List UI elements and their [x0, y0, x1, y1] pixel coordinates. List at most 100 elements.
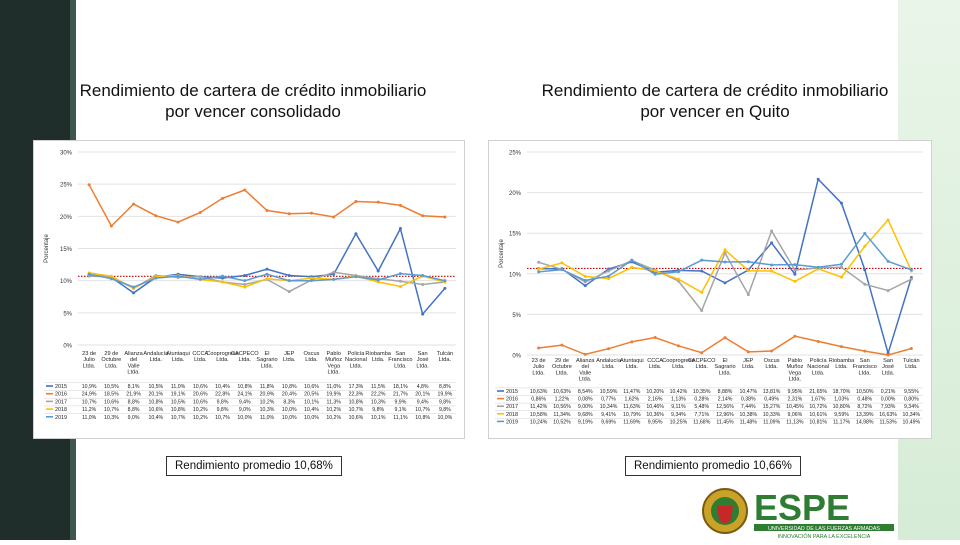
data-point-2016: [537, 346, 541, 350]
table-cell: 11,1%: [393, 415, 408, 421]
table-cell: 10,8%: [237, 384, 252, 390]
table-cell: 19,1%: [171, 392, 186, 398]
table-cell: 11,68%: [693, 419, 711, 425]
table-cell: 9,55%: [904, 389, 919, 395]
table-cell: 9,8%: [217, 407, 229, 413]
table-cell: 10,45%: [786, 404, 804, 410]
x-category-label: San José Ltda.: [882, 358, 895, 376]
table-cell: 11,48%: [740, 419, 758, 425]
table-cell: 12,56%: [716, 404, 734, 410]
data-point-2016: [583, 352, 587, 356]
table-cell: 8,3%: [283, 399, 295, 405]
data-point-2017: [700, 309, 704, 313]
table-cell: 10,0%: [282, 407, 297, 413]
table-cell: 10,42%: [670, 389, 688, 395]
table-cell: 7,93%: [881, 404, 896, 410]
y-tick-label: 30%: [60, 151, 73, 157]
table-cell: 11,3%: [327, 399, 342, 405]
table-cell: 10,34%: [600, 404, 618, 410]
table-cell: 10,5%: [171, 399, 186, 405]
x-category-label: Pablo Muñoz Vega Ltda.: [325, 351, 342, 376]
legend-label-2017: 2017: [55, 399, 67, 405]
table-cell: 10,8%: [415, 415, 430, 421]
table-cell: 9,9%: [394, 399, 406, 405]
data-point-2018: [398, 284, 402, 288]
table-cell: 18,70%: [833, 389, 851, 395]
data-point-2019: [87, 272, 91, 276]
data-point-2017: [332, 270, 336, 274]
data-point-2019: [376, 278, 380, 282]
data-point-2019: [287, 279, 291, 283]
y-tick-label: 25%: [60, 183, 73, 189]
table-cell: 0,38%: [741, 397, 756, 403]
table-cell: 10,2%: [326, 415, 341, 421]
table-cell: 8,1%: [128, 384, 140, 390]
x-category-label: CCCA Ltda.: [192, 351, 208, 363]
table-cell: 11,0%: [171, 384, 186, 390]
table-cell: 7,44%: [741, 404, 756, 410]
data-point-2019: [816, 265, 820, 269]
data-point-2015: [700, 269, 704, 273]
x-category-label: 29 de Octubre Ltda.: [101, 351, 121, 369]
data-point-2016: [109, 224, 113, 228]
data-point-2017: [909, 277, 913, 281]
data-point-2019: [839, 262, 843, 266]
data-point-2016: [87, 183, 91, 187]
data-point-2015: [839, 201, 843, 205]
data-point-2018: [770, 269, 774, 273]
table-cell: 10,2%: [193, 407, 208, 413]
data-point-2019: [909, 268, 913, 272]
data-point-2019: [583, 278, 587, 282]
data-point-2019: [676, 270, 680, 274]
x-category-label: 29 de Octubre Ltda.: [552, 358, 572, 376]
table-cell: 10,8%: [282, 384, 297, 390]
table-cell: 11,13%: [786, 419, 804, 425]
data-point-2019: [607, 274, 611, 278]
table-cell: 10,3%: [260, 407, 275, 413]
data-point-2015: [354, 232, 358, 236]
table-cell: 4,8%: [417, 384, 429, 390]
table-cell: 22,8%: [215, 392, 230, 398]
y-tick-label: 5%: [63, 311, 72, 317]
table-cell: 9,0%: [239, 407, 251, 413]
data-point-2017: [243, 283, 247, 287]
legend-label-2017: 2017: [506, 404, 518, 410]
data-point-2018: [309, 276, 313, 280]
table-cell: 0,48%: [857, 397, 872, 403]
x-category-label: Pablo Muñoz Vega Ltda.: [786, 358, 803, 383]
table-cell: 10,0%: [237, 415, 252, 421]
table-cell: 10,6%: [193, 384, 208, 390]
table-cell: 1,67%: [811, 397, 826, 403]
x-category-label: JEP Ltda.: [742, 358, 755, 370]
table-cell: 10,59%: [600, 389, 618, 395]
data-point-2016: [221, 196, 225, 200]
legend-label-2018: 2018: [506, 412, 518, 418]
table-cell: 8,8%: [128, 407, 140, 413]
data-point-2015: [863, 268, 867, 272]
x-category-label: Cooprogreso Ltda.: [662, 358, 694, 370]
table-cell: 10,56%: [553, 404, 571, 410]
table-cell: 10,2%: [193, 415, 208, 421]
table-cell: 10,3%: [371, 399, 386, 405]
espe-subtitle: UNIVERSIDAD DE LAS FUERZAS ARMADAS: [768, 526, 880, 532]
average-yield-quito: Rendimiento promedio 10,66%: [625, 456, 801, 476]
espe-logo-svg: ESPE UNIVERSIDAD DE LAS FUERZAS ARMADAS …: [702, 487, 894, 540]
x-category-label: San Francisco Ltda.: [853, 358, 877, 376]
table-cell: 1,13%: [671, 397, 686, 403]
data-point-2019: [398, 272, 402, 276]
data-point-2015: [421, 312, 425, 316]
table-cell: 9,69%: [601, 419, 616, 425]
data-point-2019: [421, 274, 425, 278]
table-cell: 11,45%: [716, 419, 734, 425]
table-cell: 9,34%: [671, 412, 686, 418]
table-cell: 9,06%: [788, 412, 803, 418]
data-point-2018: [863, 244, 867, 248]
table-cell: 11,2%: [82, 407, 97, 413]
table-cell: 10,47%: [739, 389, 757, 395]
table-cell: 0,86%: [531, 397, 546, 403]
table-cell: 10,9%: [82, 384, 97, 390]
x-category-label: Oscus Ltda.: [764, 358, 780, 370]
table-cell: 10,20%: [646, 389, 664, 395]
table-cell: 9,95%: [788, 389, 803, 395]
y-tick-label: 20%: [509, 191, 522, 197]
